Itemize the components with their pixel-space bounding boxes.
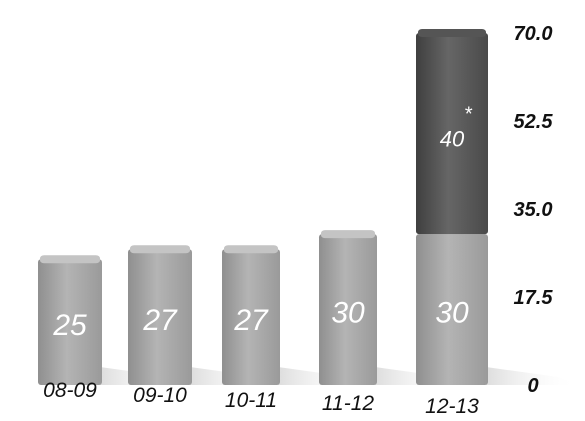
category-label-12-13: 12-13 bbox=[425, 395, 479, 418]
bar-cap-08-09 bbox=[40, 255, 100, 264]
bar-12-13-series-1 bbox=[416, 234, 488, 385]
bar-cap-09-10 bbox=[130, 245, 190, 254]
bar-08-09-series-1 bbox=[38, 259, 102, 385]
y-tick-label-52.5: 52.5 bbox=[514, 111, 554, 133]
category-label-09-10: 09-10 bbox=[133, 384, 187, 407]
bar-value-label-11-12-series-1: 30 bbox=[331, 297, 365, 330]
bar-cap-10-11 bbox=[224, 245, 278, 254]
bar-value-label-12-13-series-2: 40 bbox=[440, 127, 465, 152]
category-label-08-09: 08-09 bbox=[43, 379, 97, 402]
bar-10-11-series-1 bbox=[222, 249, 280, 385]
bar-11-12-series-1 bbox=[319, 234, 377, 385]
category-labels: 08-09 09-10 10-11 11-12 12-13 bbox=[43, 379, 479, 418]
bar-annotation-asterisk: * bbox=[464, 104, 473, 126]
bars bbox=[38, 29, 488, 385]
bar-12-13-series-2 bbox=[416, 33, 488, 235]
y-tick-label-17.5: 17.5 bbox=[514, 287, 554, 309]
category-label-10-11: 10-11 bbox=[225, 389, 277, 412]
y-axis-tick-labels: 0 17.5 35.0 52.5 70.0 bbox=[514, 23, 554, 397]
bar-value-label-10-11-series-1: 27 bbox=[233, 304, 269, 337]
bar-cap-12-13 bbox=[418, 29, 486, 37]
bar-cap-11-12 bbox=[321, 230, 375, 239]
bar-value-label-12-13-series-1: 30 bbox=[435, 297, 469, 330]
y-tick-label-0: 0 bbox=[527, 375, 538, 397]
y-tick-label-70.0: 70.0 bbox=[514, 23, 553, 45]
bar-value-label-08-09-series-1: 25 bbox=[52, 309, 87, 342]
bar-value-label-09-10-series-1: 27 bbox=[142, 304, 178, 337]
y-tick-label-35.0: 35.0 bbox=[514, 199, 553, 221]
category-label-11-12: 11-12 bbox=[322, 392, 374, 415]
bar-09-10-series-1 bbox=[128, 249, 192, 385]
bar-shadow bbox=[486, 367, 578, 385]
bar-value-labels: 25 27 27 30 30 40* bbox=[52, 104, 473, 343]
